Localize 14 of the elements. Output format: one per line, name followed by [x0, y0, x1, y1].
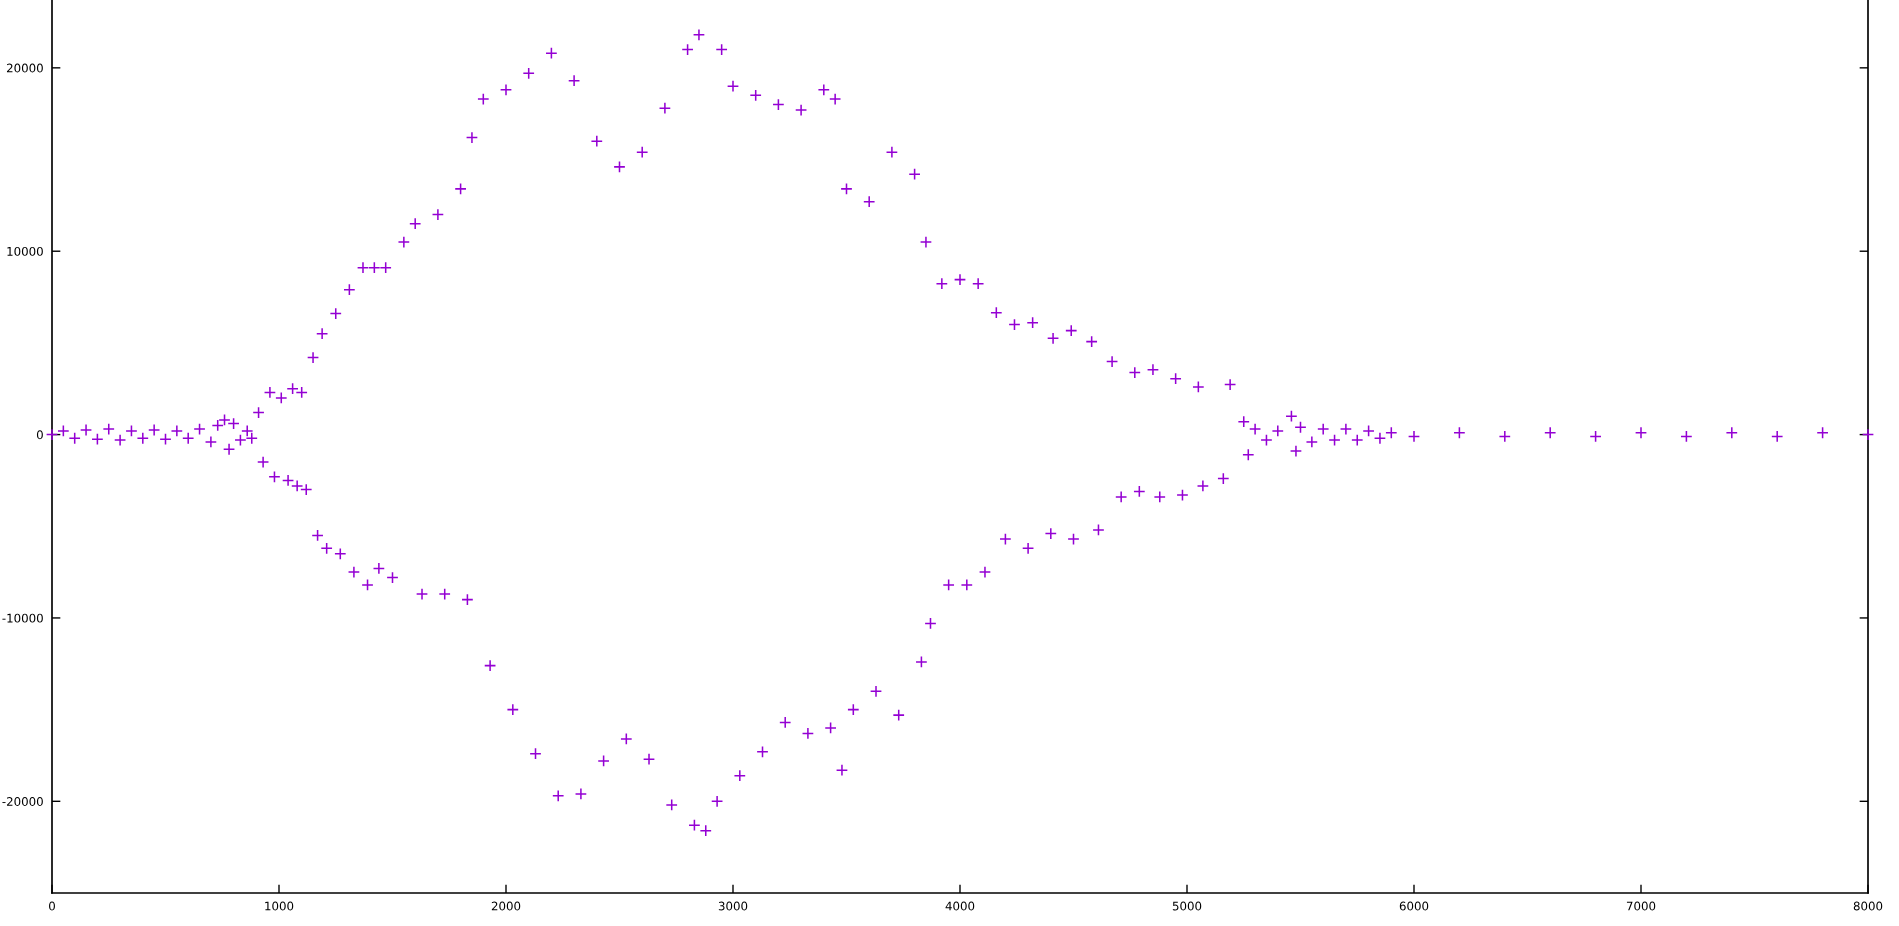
- x-tick-label: 6000: [1399, 901, 1429, 911]
- x-tick-label: 1000: [265, 901, 294, 911]
- x-tick-label: 4000: [945, 901, 975, 911]
- x-tick-label: 2000: [491, 901, 521, 911]
- y-tick-label: 10000: [7, 246, 43, 256]
- y-tick-label: -20000: [2, 797, 43, 806]
- x-tick-label: 3000: [718, 901, 748, 911]
- x-tick-label: 7000: [1626, 901, 1656, 911]
- y-tick-label: -10000: [2, 613, 43, 623]
- x-tick-label: 5000: [1172, 901, 1202, 911]
- y-tick-label: 20000: [6, 63, 43, 73]
- x-tick-label: 0: [49, 901, 55, 911]
- y-tick-label: 0: [36, 430, 43, 440]
- x-tick-label: 8000: [1853, 901, 1883, 911]
